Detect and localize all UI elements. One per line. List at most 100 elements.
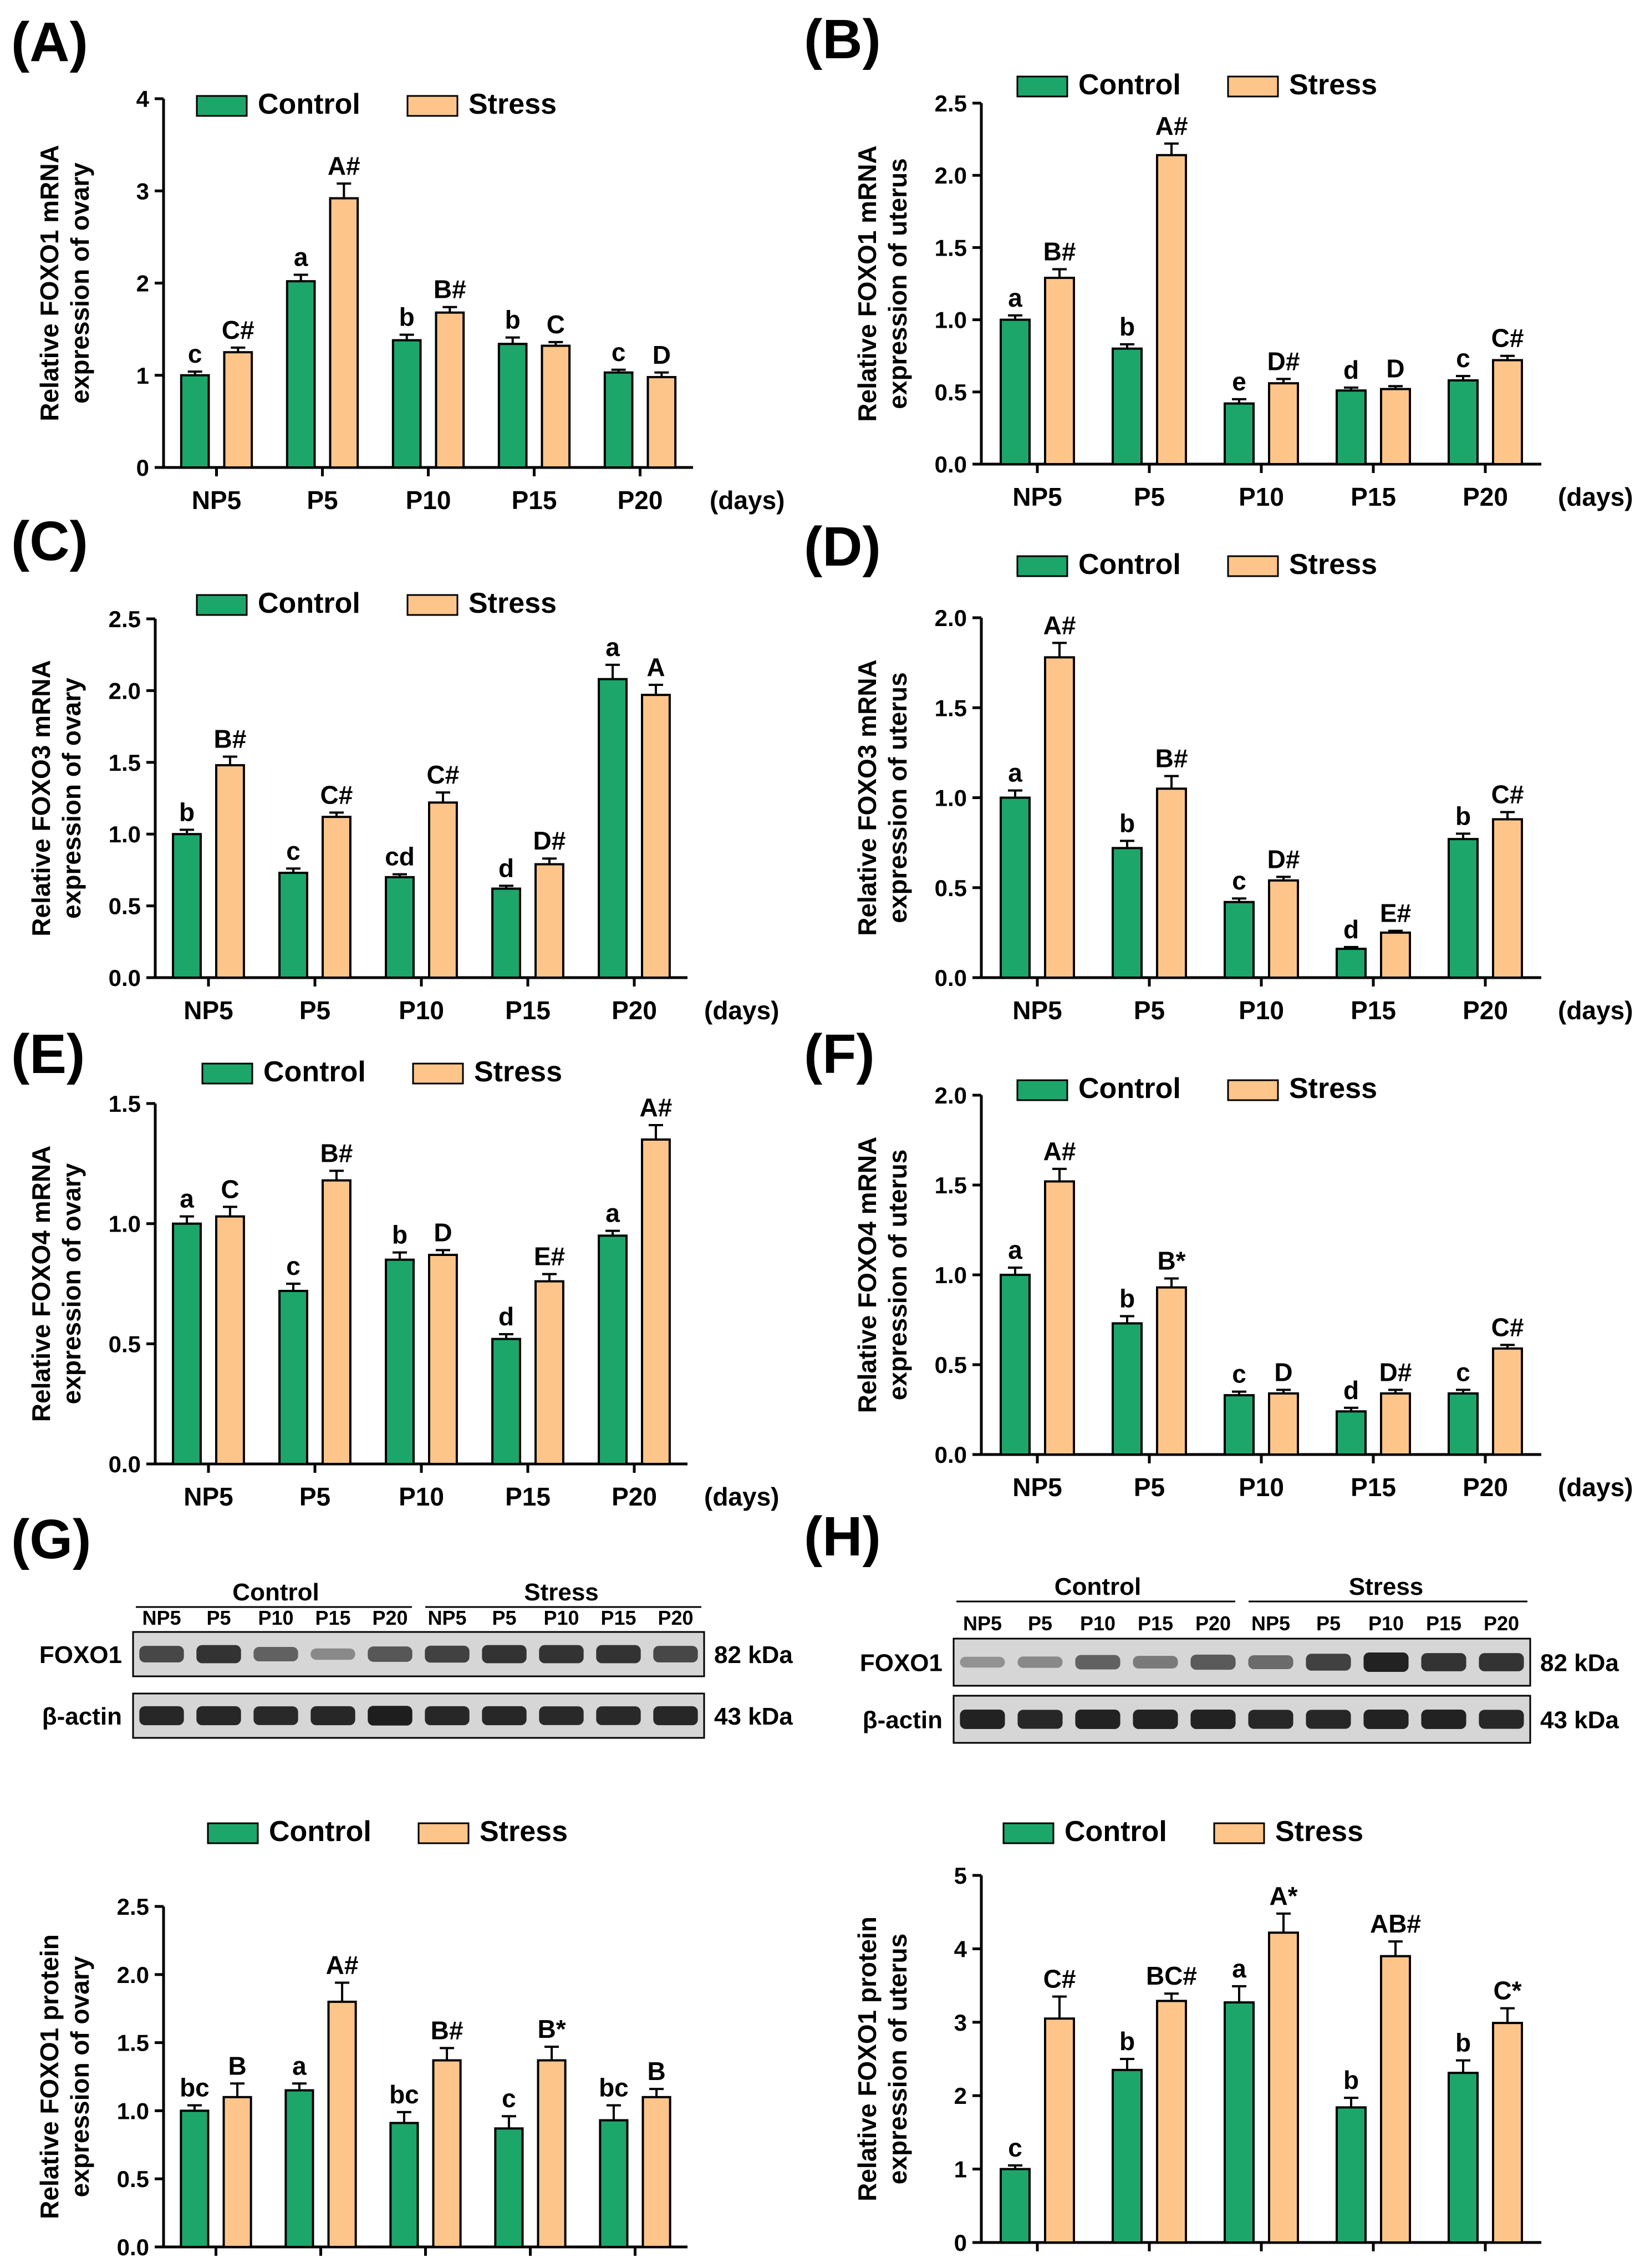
bar-control-p5 (1112, 2068, 1143, 2244)
blot-kda-label: 82 kDa (1540, 1650, 1619, 1677)
blot-band (1017, 1656, 1063, 1668)
bar-control-p5 (1112, 347, 1143, 465)
lane-label: P15 (1426, 1612, 1461, 1635)
legend-swatch-control (207, 1822, 259, 1844)
x-tick-label-p20: P20 (1463, 2261, 1508, 2265)
x-tick-label-p5: P5 (299, 996, 330, 1025)
legend-label-control: Control (269, 1816, 371, 1848)
bar-stress-p5 (1156, 154, 1187, 465)
bar-stress-p5 (322, 1179, 352, 1466)
legend-label-control: Control (258, 88, 360, 120)
x-tick-label-p5: P5 (299, 1482, 330, 1511)
legend: Control Stress (207, 1816, 568, 1848)
significance-label: D (1386, 354, 1404, 383)
bar-stress-p10 (1268, 382, 1299, 466)
chart-panel-A: (A) Control Stress 0 1 2 3 4 Relative FOXO1 mRNA… (11, 11, 785, 515)
y-tick-label: 1.0 (935, 785, 967, 811)
legend-label-stress: Stress (474, 1056, 562, 1088)
days-unit-label: (days) (710, 486, 785, 515)
lane-label: NP5 (1251, 1612, 1290, 1635)
y-axis-title-line2: expression of uterus (883, 1150, 912, 1400)
y-tick-label: 1.5 (117, 2030, 149, 2056)
significance-label: B# (1043, 237, 1076, 266)
x-tick-label-p10: P10 (1239, 1473, 1284, 1502)
bar-stress-p10 (1268, 1931, 1299, 2244)
y-tick-label: 1.0 (935, 307, 967, 333)
days-unit-label: (days) (1558, 1473, 1633, 1502)
chart-panel-B: (B) Control Stress 0.0 0.5 1.0 1.5 2.0 2.5 Relati… (804, 8, 1633, 511)
significance-label: AB# (1370, 1909, 1421, 1938)
bar-stress-p5 (1156, 787, 1187, 979)
y-axis-title-line1: Relative FOXO4 mRNA (853, 1137, 882, 1413)
bar-stress-p20 (1492, 1347, 1523, 1456)
legend-label-stress: Stress (1275, 1816, 1363, 1848)
significance-label: c (1232, 866, 1246, 895)
legend-swatch-control (1016, 75, 1068, 98)
bar-control-p5 (1112, 1322, 1143, 1456)
legend-label-stress: Stress (468, 587, 557, 619)
bar-stress-np5 (215, 764, 245, 979)
legend: Control Stress (196, 587, 557, 619)
legend: Control Stress (196, 88, 557, 120)
x-tick-label-p15: P15 (1351, 482, 1396, 511)
y-axis-title: Relative FOXO1 mRNA expression of uterus (853, 145, 912, 421)
legend-swatch-stress (1227, 75, 1279, 98)
y-tick-label: 0.0 (935, 1442, 967, 1468)
x-tick-label-p5: P5 (1134, 1473, 1165, 1502)
significance-label: b (1119, 808, 1135, 837)
bar-control-p10 (389, 2122, 419, 2248)
y-axis-title: Relative FOXO4 mRNA expression of ovary (27, 1146, 86, 1422)
days-unit-label: (days) (1558, 2261, 1633, 2265)
group-label-control: Control (232, 1579, 319, 1606)
bar-stress-np5 (1044, 277, 1075, 465)
bar-control-p20 (599, 2119, 629, 2249)
bar-control-np5 (1000, 2168, 1031, 2244)
blot-band (960, 1656, 1005, 1668)
y-tick-label: 2.5 (935, 90, 967, 116)
bar-control-p15 (494, 2127, 524, 2248)
lane-label: P15 (315, 1606, 350, 1629)
bar-control-np5 (1000, 318, 1031, 465)
y-axis-title-line1: Relative FOXO1 mRNA (35, 145, 64, 421)
y-axis-title: Relative FOXO1 protein expression of ovar… (35, 1934, 94, 2219)
y-tick-label: 2.5 (109, 606, 141, 632)
bar-stress-p10 (428, 801, 458, 979)
bar-control-p5 (284, 2089, 314, 2249)
blot-band (1190, 1710, 1236, 1729)
blot-kda-label: 43 kDa (1540, 1707, 1619, 1734)
y-tick-label: 1 (136, 363, 149, 389)
bar-stress-p15 (1380, 1392, 1411, 1456)
x-tick-label-p20: P20 (1463, 482, 1508, 511)
blot-band (1306, 1654, 1351, 1671)
x-tick-label-p20: P20 (612, 1482, 657, 1511)
bar-stress-p15 (1380, 1955, 1411, 2244)
bar-stress-p5 (1156, 1286, 1187, 1456)
y-axis-title-line1: Relative FOXO4 mRNA (27, 1146, 55, 1422)
y-axis-title-line2: expression of uterus (883, 672, 912, 923)
chart-panel-C: (C) Control Stress 0.0 0.5 1.0 1.5 2.0 2.5 Relati… (11, 510, 779, 1025)
blot-band (1306, 1710, 1351, 1729)
significance-label: B* (1157, 1246, 1185, 1275)
y-tick-label: 3 (136, 178, 149, 204)
legend: Control Stress (201, 1056, 562, 1088)
y-axis-title: Relative FOXO4 mRNA expression of uterus (853, 1137, 912, 1413)
lane-label: P10 (1368, 1612, 1404, 1635)
legend-label-stress: Stress (1289, 1072, 1377, 1105)
significance-label: c (286, 836, 300, 865)
blot-band (196, 1706, 241, 1726)
bar-stress-np5 (215, 1215, 245, 1466)
significance-label: e (1232, 367, 1246, 396)
y-tick-label: 2.0 (117, 1962, 149, 1988)
bar-stress-p20 (1492, 2022, 1523, 2244)
significance-label: c (1456, 1357, 1470, 1386)
blot-band (1075, 1655, 1120, 1670)
y-tick-label: 1.5 (935, 695, 967, 721)
bar-stress-p15 (1380, 388, 1411, 465)
y-tick-label: 2.5 (117, 1894, 149, 1920)
significance-label: B (228, 2051, 246, 2080)
bar-control-p10 (391, 339, 422, 469)
group-label-stress: Stress (524, 1579, 599, 1606)
y-tick-label: 2.0 (935, 162, 967, 189)
y-tick-label: 5 (954, 1863, 967, 1889)
